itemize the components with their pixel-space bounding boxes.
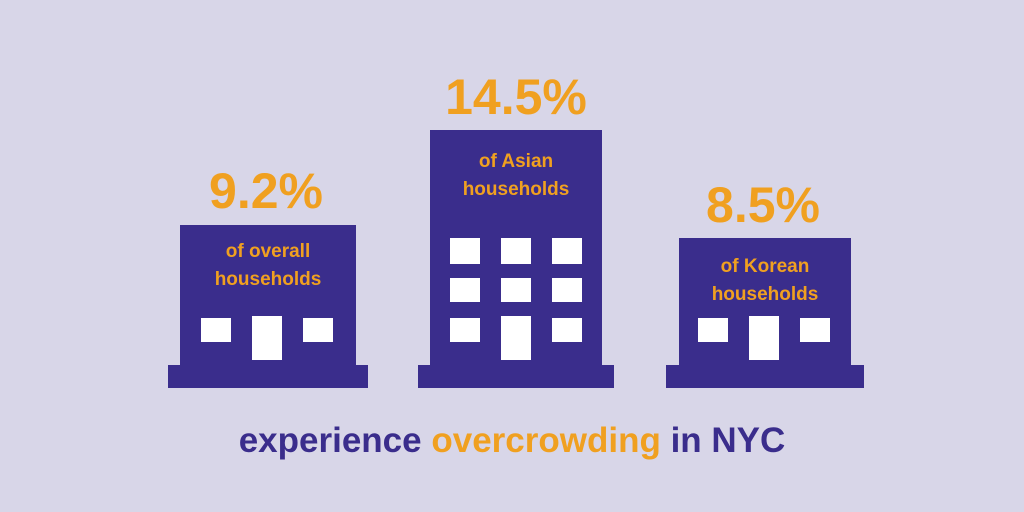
percentage: 14.5%	[445, 69, 587, 125]
building: 8.5% of Korean households	[666, 177, 864, 388]
window	[450, 278, 480, 302]
label-line: households	[463, 179, 570, 200]
window	[450, 318, 480, 342]
window	[552, 278, 582, 302]
label-line: households	[215, 269, 322, 290]
window	[698, 318, 728, 342]
building-base	[418, 365, 614, 388]
door	[501, 316, 531, 360]
caption: experience overcrowding in NYC	[239, 421, 786, 460]
building-base	[666, 365, 864, 388]
window	[552, 318, 582, 342]
window	[501, 238, 531, 264]
window	[450, 238, 480, 264]
caption-part: in NYC	[671, 421, 786, 460]
caption-highlight: overcrowding	[431, 421, 660, 460]
door	[252, 316, 282, 360]
window	[501, 278, 531, 302]
building: 9.2% of overall households	[168, 163, 368, 388]
label-line: of overall	[226, 241, 310, 262]
window	[201, 318, 231, 342]
door	[749, 316, 779, 360]
label-line: households	[712, 284, 819, 305]
window	[303, 318, 333, 342]
building: 14.5% of Asian households	[418, 69, 614, 388]
window	[800, 318, 830, 342]
caption-part: experience	[239, 421, 422, 460]
percentage: 9.2%	[209, 163, 323, 219]
label-line: of Asian	[479, 151, 553, 172]
building-base	[168, 365, 368, 388]
window	[552, 238, 582, 264]
percentage: 8.5%	[706, 177, 820, 233]
label-line: of Korean	[721, 256, 810, 277]
